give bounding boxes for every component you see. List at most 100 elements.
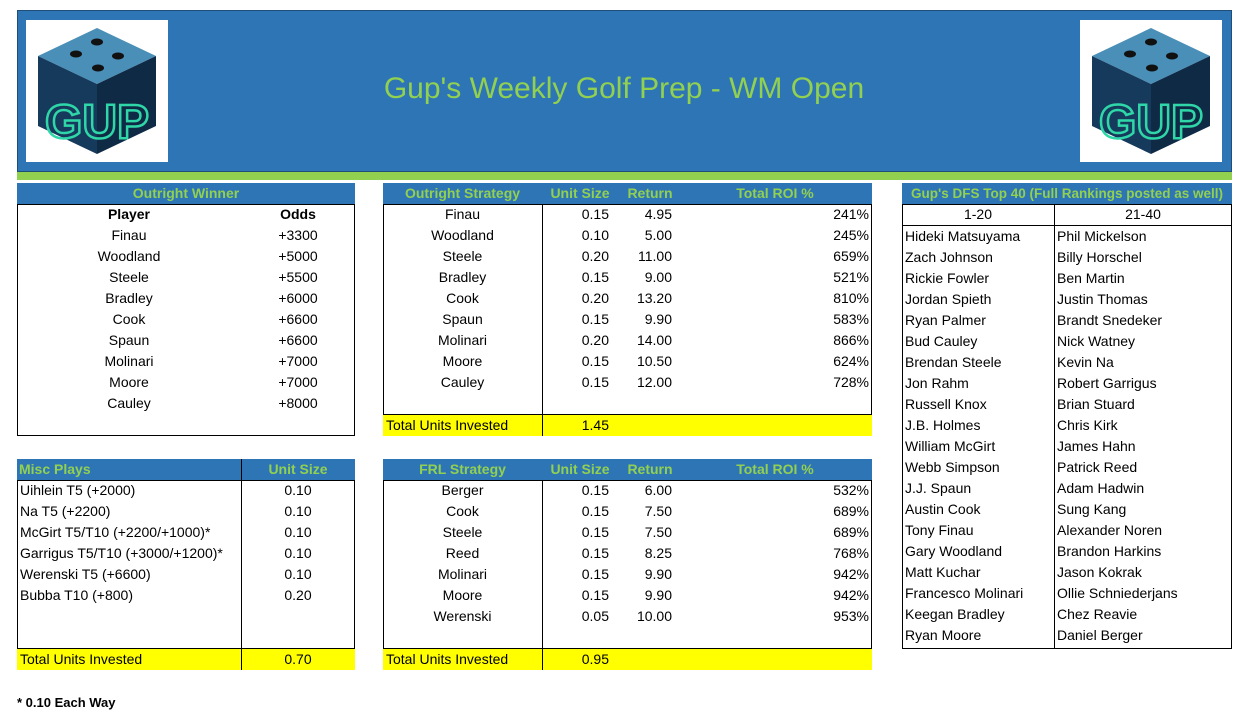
frl-return: 7.50 — [644, 503, 672, 519]
dfs-col-21-40: 21-40 — [1125, 206, 1161, 222]
strategy-unit: 0.15 — [581, 374, 609, 390]
frl-return: 10.00 — [636, 608, 672, 624]
frl-roi: 942% — [833, 566, 869, 582]
strategy-roi: 245% — [833, 227, 869, 243]
gup-logo-right: GUP — [1080, 20, 1222, 162]
dfs-rank-21-40: Billy Horschel — [1057, 249, 1142, 265]
outright-player: Steele — [109, 269, 149, 285]
frl-roi: 689% — [833, 524, 869, 540]
misc-unit: 0.20 — [284, 587, 312, 603]
strategy-return: 4.95 — [644, 206, 672, 222]
frl-player: Moore — [442, 587, 483, 603]
outright-player: Spaun — [108, 332, 150, 348]
misc-play: Werenski T5 (+6600) — [20, 566, 151, 582]
frl-total-row — [383, 649, 872, 670]
strategy-unit: 0.10 — [581, 227, 609, 243]
misc-play: Bubba T10 (+800) — [20, 587, 133, 603]
dfs-rank-1-20: Ryan Moore — [905, 627, 982, 643]
strategy-player: Woodland — [431, 227, 494, 243]
misc-divider — [241, 459, 242, 670]
dfs-rank-21-40: Sung Kang — [1057, 501, 1127, 517]
logo-text: GUP — [1099, 96, 1203, 149]
strategy-return: 11.00 — [638, 248, 672, 264]
frl-roi: 689% — [833, 503, 869, 519]
frl-divider — [542, 480, 543, 670]
frl-player: Molinari — [437, 566, 487, 582]
dfs-rank-21-40: Robert Garrigus — [1057, 375, 1157, 391]
frl-roi: 942% — [833, 587, 869, 603]
strategy-player: Bradley — [438, 269, 487, 285]
frl-col-roi: Total ROI % — [700, 459, 850, 480]
dfs-rank-1-20: Austin Cook — [905, 501, 981, 517]
frl-col-unit: Unit Size — [545, 459, 615, 480]
outright-odds: +7000 — [278, 353, 318, 369]
strategy-roi: 241% — [833, 206, 869, 222]
dfs-rank-21-40: Ollie Schniederjans — [1057, 585, 1178, 601]
dfs-rank-21-40: Patrick Reed — [1057, 459, 1138, 475]
dfs-rank-21-40: Kevin Na — [1057, 354, 1114, 370]
outright-odds: +6000 — [278, 290, 318, 306]
strategy-roi: 728% — [833, 374, 869, 390]
strategy-player: Moore — [442, 353, 483, 369]
strategy-player: Cauley — [440, 374, 485, 390]
dfs-rank-1-20: Russell Knox — [905, 396, 987, 412]
strategy-total-border — [383, 414, 872, 415]
frl-unit: 0.15 — [581, 524, 609, 540]
strategy-player: Molinari — [437, 332, 487, 348]
strategy-return: 10.50 — [636, 353, 672, 369]
outright-odds: +5500 — [278, 269, 318, 285]
strategy-return: 12.00 — [636, 374, 672, 390]
dfs-rank-1-20: Jordan Spieth — [905, 291, 992, 307]
dfs-rank-21-40: Chez Reavie — [1057, 606, 1138, 622]
dfs-rank-1-20: Gary Woodland — [905, 543, 1003, 559]
misc-unit: 0.10 — [284, 566, 312, 582]
dfs-rank-1-20: Keegan Bradley — [905, 606, 1005, 622]
outright-player: Cook — [112, 311, 146, 327]
outright-player: Bradley — [105, 290, 153, 306]
strategy-unit: 0.15 — [581, 206, 609, 222]
outright-odds: +5000 — [278, 248, 318, 264]
outright-odds: +7000 — [278, 374, 318, 390]
frl-col-return: Return — [615, 459, 685, 480]
frl-unit: 0.05 — [581, 608, 609, 624]
dfs-rank-1-20: J.B. Holmes — [905, 417, 981, 433]
outright-player: Molinari — [104, 353, 154, 369]
col-header-player: Player — [107, 206, 151, 222]
misc-plays-header: Misc Plays — [17, 459, 241, 480]
frl-return: 7.50 — [644, 524, 672, 540]
strategy-roi: 624% — [833, 353, 869, 369]
dfs-rank-1-20: William McGirt — [905, 438, 996, 454]
dfs-rank-1-20: Webb Simpson — [905, 459, 1000, 475]
dfs-top40-header: Gup's DFS Top 40 (Full Rankings posted a… — [902, 183, 1232, 204]
frl-unit: 0.15 — [581, 566, 609, 582]
outright-strategy-header: Outright Strategy — [383, 183, 542, 204]
strategy-return: 13.20 — [636, 290, 672, 306]
frl-player: Cook — [446, 503, 479, 519]
strategy-unit: 0.20 — [581, 332, 609, 348]
misc-unit: 0.10 — [284, 503, 312, 519]
strategy-roi: 583% — [833, 311, 869, 327]
outright-odds: +3300 — [278, 227, 318, 243]
frl-strategy-header: FRL Strategy — [383, 459, 542, 480]
strategy-unit: 0.15 — [581, 269, 609, 285]
misc-total-border — [17, 648, 355, 649]
dfs-rank-21-40: Phil Mickelson — [1057, 228, 1147, 244]
frl-roi: 768% — [833, 545, 869, 561]
strategy-unit: 0.20 — [581, 290, 609, 306]
strategy-unit: 0.15 — [581, 311, 609, 327]
dfs-rank-21-40: Brandt Snedeker — [1057, 312, 1163, 328]
frl-return: 9.90 — [644, 566, 672, 582]
strategy-player: Finau — [444, 206, 481, 222]
dfs-rank-21-40: Ben Martin — [1057, 270, 1125, 286]
misc-unit: 0.10 — [284, 545, 312, 561]
dfs-rank-1-20: J.J. Spaun — [905, 480, 972, 496]
strategy-player: Cook — [446, 290, 479, 306]
misc-total-value: 0.70 — [284, 651, 312, 667]
frl-total-value: 0.95 — [581, 651, 609, 667]
col-header-odds: Odds — [280, 206, 316, 222]
dfs-rank-21-40: Brandon Harkins — [1057, 543, 1162, 559]
footnote: * 0.10 Each Way — [17, 695, 116, 710]
misc-total-divider — [241, 649, 242, 670]
strategy-total-row — [383, 415, 872, 436]
dfs-rank-1-20: Matt Kuchar — [905, 564, 981, 580]
